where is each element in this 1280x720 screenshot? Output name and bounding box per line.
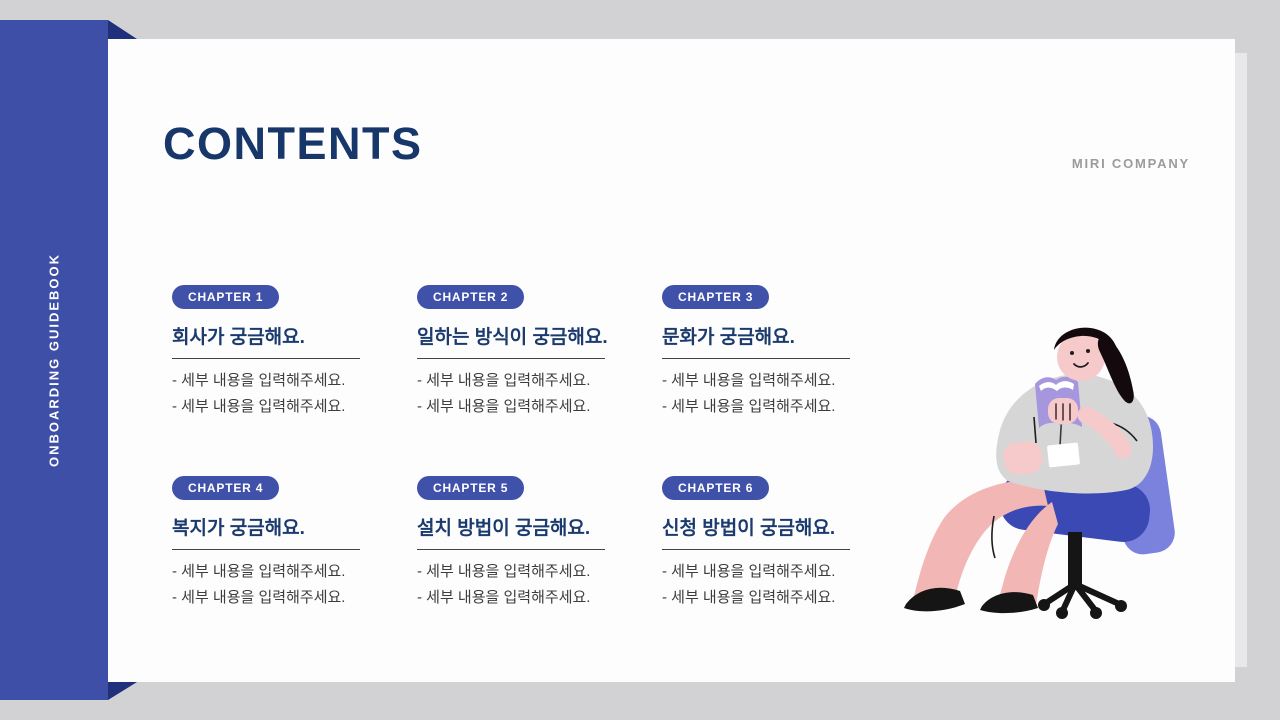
chapter-title: 회사가 궁금해요.: [172, 327, 305, 348]
chair-base: [1038, 581, 1127, 619]
chapter-badge[interactable]: CHAPTER 2: [417, 285, 525, 309]
chapter-item: - 세부 내용을 입력해주세요.: [417, 398, 591, 415]
slide-page: CONTENTS MIRI COMPANY CHAPTER 1 회사가 궁금해요…: [108, 39, 1235, 682]
resting-hand: [1003, 441, 1043, 475]
forearm: [1077, 406, 1132, 459]
chapter-divider: [172, 549, 360, 550]
page-title: CONTENTS: [163, 118, 423, 169]
chapter-items: - 세부 내용을 입력해주세요. - 세부 내용을 입력해주세요.: [172, 559, 360, 611]
chapter-item: - 세부 내용을 입력해주세요.: [172, 589, 346, 606]
front-leg: [914, 479, 1048, 604]
sidebar-vertical-label: ONBOARDING GUIDEBOOK: [46, 252, 62, 468]
back-leg: [998, 502, 1058, 606]
chapter-item: - 세부 내용을 입력해주세요.: [417, 563, 591, 580]
chapter-title: 문화가 궁금해요.: [662, 327, 795, 348]
chapter-items: - 세부 내용을 입력해주세요. - 세부 내용을 입력해주세요.: [172, 368, 360, 420]
chapter-item: - 세부 내용을 입력해주세요.: [662, 372, 836, 389]
chapter-badge[interactable]: CHAPTER 1: [172, 285, 280, 309]
chapter-card-5: CHAPTER 5 설치 방법이 궁금해요. - 세부 내용을 입력해주세요. …: [417, 476, 605, 611]
chapter-item: - 세부 내용을 입력해주세요.: [662, 563, 836, 580]
fold-top-triangle: [108, 20, 137, 39]
illustration-woman-reading-office-chair: [904, 327, 1175, 619]
chapter-card-4: CHAPTER 4 복지가 궁금해요. - 세부 내용을 입력해주세요. - 세…: [172, 476, 360, 611]
chapter-badge[interactable]: CHAPTER 6: [662, 476, 770, 500]
chapter-item: - 세부 내용을 입력해주세요.: [172, 398, 346, 415]
chapter-title: 복지가 궁금해요.: [172, 518, 305, 539]
chapter-item: - 세부 내용을 입력해주세요.: [417, 372, 591, 389]
chapter-divider: [172, 358, 360, 359]
fold-bottom-triangle: [108, 682, 137, 700]
head: [1057, 333, 1105, 381]
chapter-item: - 세부 내용을 입력해주세요.: [172, 563, 346, 580]
chapter-divider: [417, 358, 605, 359]
chapter-items: - 세부 내용을 입력해주세요. - 세부 내용을 입력해주세요.: [662, 559, 850, 611]
chapter-badge[interactable]: CHAPTER 3: [662, 285, 770, 309]
chapter-title: 일하는 방식이 궁금해요.: [417, 327, 608, 348]
chapter-card-6: CHAPTER 6 신청 방법이 궁금해요. - 세부 내용을 입력해주세요. …: [662, 476, 850, 611]
chapter-items: - 세부 내용을 입력해주세요. - 세부 내용을 입력해주세요.: [662, 368, 850, 420]
chapters-grid: CHAPTER 1 회사가 궁금해요. - 세부 내용을 입력해주세요. - 세…: [172, 285, 850, 611]
chapter-divider: [417, 549, 605, 550]
chapter-badge[interactable]: CHAPTER 4: [172, 476, 280, 500]
chapter-card-1: CHAPTER 1 회사가 궁금해요. - 세부 내용을 입력해주세요. - 세…: [172, 285, 360, 420]
company-label: MIRI COMPANY: [1071, 156, 1190, 171]
name-badge: [1047, 442, 1080, 468]
chapter-title: 신청 방법이 궁금해요.: [662, 518, 836, 539]
chapter-items: - 세부 내용을 입력해주세요. - 세부 내용을 입력해주세요.: [417, 368, 605, 420]
chapter-card-2: CHAPTER 2 일하는 방식이 궁금해요. - 세부 내용을 입력해주세요.…: [417, 285, 608, 420]
smile: [1073, 362, 1089, 368]
chapter-item: - 세부 내용을 입력해주세요.: [662, 589, 836, 606]
hair-flow: [1097, 333, 1134, 404]
shoe-front: [904, 587, 965, 612]
chapter-item: - 세부 내용을 입력해주세요.: [172, 372, 346, 389]
chapter-item: - 세부 내용을 입력해주세요.: [417, 589, 591, 606]
shoe-back: [980, 592, 1038, 614]
chapter-divider: [662, 549, 850, 550]
chapter-items: - 세부 내용을 입력해주세요. - 세부 내용을 입력해주세요.: [417, 559, 605, 611]
chair-post: [1068, 532, 1082, 590]
sidebar-spine: ONBOARDING GUIDEBOOK: [0, 20, 108, 700]
chapter-item: - 세부 내용을 입력해주세요.: [662, 398, 836, 415]
chapter-divider: [662, 358, 850, 359]
chapter-badge[interactable]: CHAPTER 5: [417, 476, 525, 500]
chapter-card-3: CHAPTER 3 문화가 궁금해요. - 세부 내용을 입력해주세요. - 세…: [662, 285, 850, 420]
chapter-title: 설치 방법이 궁금해요.: [417, 518, 591, 539]
